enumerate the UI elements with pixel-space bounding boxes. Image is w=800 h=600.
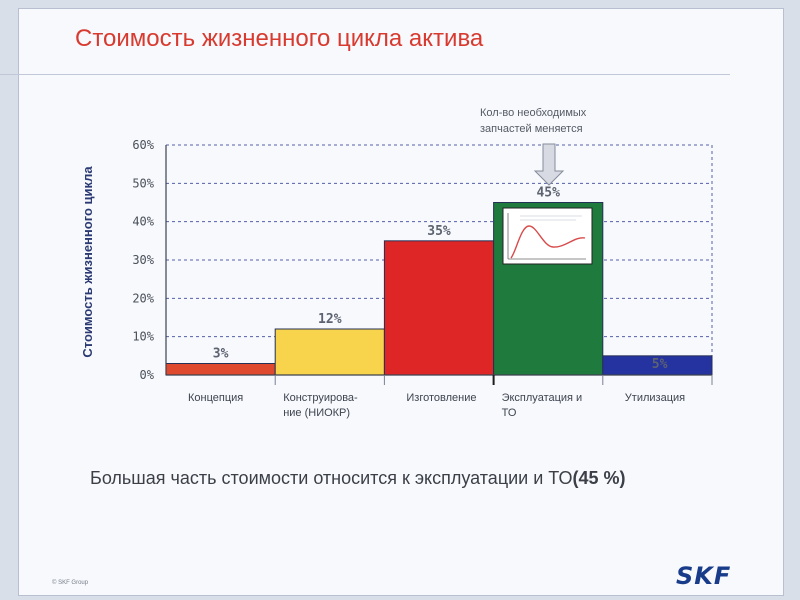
bar <box>383 240 495 376</box>
slide-title: Стоимость жизненного цикла актива <box>75 25 484 52</box>
data-label: 35% <box>427 224 451 239</box>
bar <box>165 363 276 376</box>
y-tick-label: 0% <box>140 368 155 382</box>
category-label: Утилизация <box>625 392 685 404</box>
callout-text: Кол-во необходимых запчастей меняется <box>480 105 620 137</box>
callout-line-2: запчастей меняется <box>480 123 583 135</box>
category-label: ТО <box>502 407 517 419</box>
y-tick-label: 20% <box>132 291 154 305</box>
copyright-text: © SKF Group <box>52 580 89 586</box>
category-label: Эксплуатация и <box>502 392 583 404</box>
data-label: 3% <box>213 347 229 362</box>
category-label: ние (НИОКР) <box>283 407 350 419</box>
title-divider <box>0 74 730 75</box>
data-label: 5% <box>652 357 668 372</box>
category-label: Концепция <box>188 392 243 404</box>
y-tick-label: 50% <box>132 176 154 190</box>
category-label: Конструирова- <box>283 392 358 404</box>
y-tick-label: 30% <box>132 253 154 267</box>
y-tick-label: 10% <box>132 330 154 344</box>
callout-line-1: Кол-во необходимых <box>480 107 587 119</box>
bottom-summary-emphasis: (45 %) <box>572 468 626 488</box>
y-tick-label: 60% <box>132 138 154 152</box>
data-label: 45% <box>536 186 560 201</box>
category-label: Изготовление <box>406 392 476 404</box>
bar <box>274 328 385 376</box>
inset-curve-graphic <box>502 207 593 265</box>
skf-logo: SKF <box>676 562 732 590</box>
y-tick-label: 40% <box>132 215 154 229</box>
callout-arrow <box>533 143 565 186</box>
bottom-summary: Большая часть стоимости относится к эксп… <box>90 468 626 489</box>
y-axis-label: Стоимость жизненного цикла <box>80 166 95 358</box>
data-label: 12% <box>318 312 342 327</box>
bottom-summary-text: Большая часть стоимости относится к эксп… <box>90 468 573 488</box>
